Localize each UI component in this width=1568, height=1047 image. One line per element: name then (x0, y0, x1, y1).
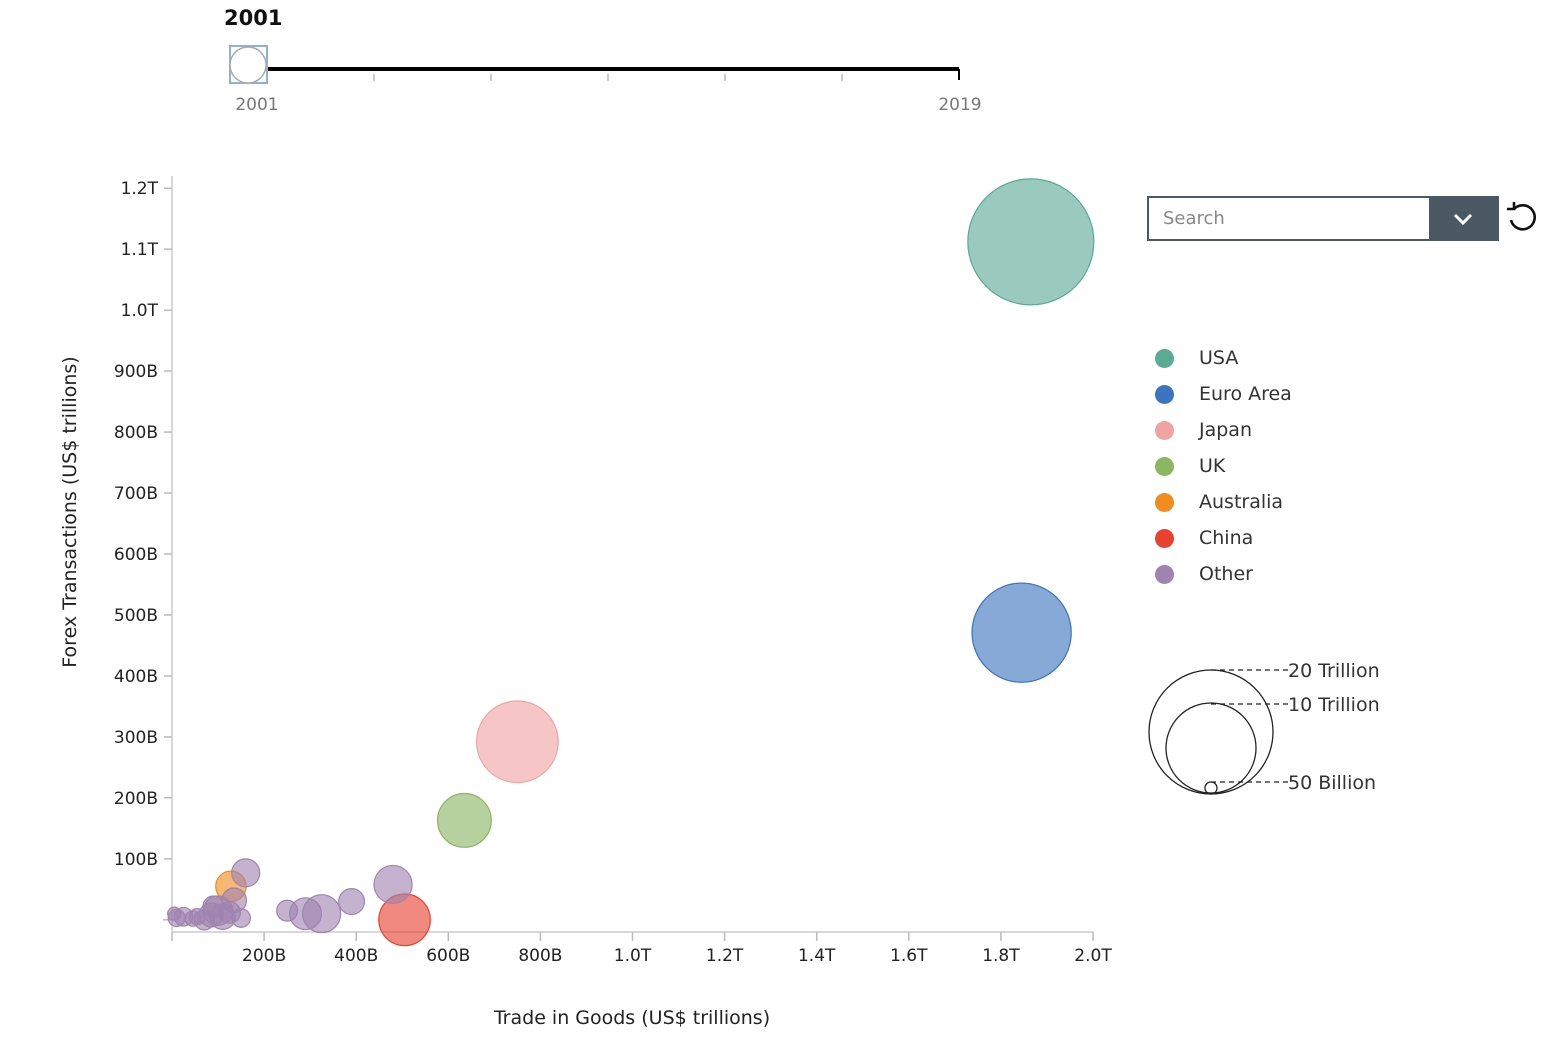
y-tick-label: 1.1T (121, 240, 159, 260)
chevron-down-icon (1453, 213, 1473, 225)
slider-max-label: 2019 (938, 95, 981, 115)
legend-label: Euro Area (1199, 383, 1292, 405)
year-slider[interactable]: 2001 2019 (0, 0, 1000, 130)
legend-dot (1155, 348, 1174, 368)
size-legend: 20 Trillion 10 Trillion 50 Billion (1148, 660, 1380, 795)
country-search (1147, 196, 1499, 241)
legend-label: UK (1199, 455, 1226, 477)
reset-icon[interactable] (1504, 200, 1540, 236)
bubble-other[interactable] (373, 864, 413, 905)
size-label-large: 20 Trillion (1288, 660, 1380, 682)
legend-dot (1155, 420, 1174, 440)
y-tick-label: 500B (114, 606, 158, 626)
y-tick-label: 1.0T (121, 301, 159, 321)
color-legend: USA Euro Area Japan UK Australia China O… (1155, 340, 1292, 592)
y-axis-title: Forex Transactions (US$ trillions) (59, 356, 81, 667)
legend-dot (1155, 492, 1174, 512)
bubble-usa[interactable] (967, 178, 1095, 306)
legend-label: Japan (1199, 419, 1252, 441)
legend-item-euro-area[interactable]: Euro Area (1155, 376, 1292, 412)
size-circle-small (1204, 781, 1218, 795)
y-tick-label: 800B (114, 423, 158, 443)
bubble-other[interactable] (167, 906, 182, 921)
legend-item-other[interactable]: Other (1155, 556, 1292, 592)
y-tick-label: 200B (114, 789, 158, 809)
y-tick-label: 700B (114, 484, 158, 504)
size-circle-medium (1165, 702, 1257, 794)
current-year-title: 2001 (224, 6, 283, 30)
bubble-euro-area[interactable] (971, 582, 1072, 683)
legend-label: China (1199, 527, 1254, 549)
slider-minor-ticks (373, 74, 843, 81)
bubble-other[interactable] (184, 910, 201, 927)
legend-item-china[interactable]: China (1155, 520, 1292, 556)
bubble-uk[interactable] (436, 792, 492, 848)
size-label-medium: 10 Trillion (1288, 694, 1380, 716)
legend-label: Other (1199, 563, 1253, 585)
y-tick-label: 600B (114, 545, 158, 565)
bubble-chart: 100B 200B 300B 400B 500B 600B 700B 800B 900B 1.0T… (59, 176, 1112, 1029)
x-axis-title: Trade in Goods (US$ trillions) (493, 1007, 770, 1029)
legend-label: USA (1199, 347, 1239, 369)
legend-item-australia[interactable]: Australia (1155, 484, 1292, 520)
x-tick-label: 600B (426, 946, 470, 966)
x-tick-label: 1.0T (614, 946, 652, 966)
size-label-small: 50 Billion (1288, 772, 1376, 794)
legend-label: Australia (1199, 491, 1284, 513)
x-axis: 200B 400B 600B 800B 1.0T 1.2T 1.4T 1.6T 1.8T 2.0T (171, 931, 1112, 966)
x-tick-label: 1.6T (890, 946, 928, 966)
legend-dot (1155, 564, 1174, 584)
legend-dot (1155, 456, 1174, 476)
x-tick-label: 400B (334, 946, 378, 966)
x-tick-label: 800B (518, 946, 562, 966)
bubble-other[interactable] (231, 858, 261, 888)
y-tick-label: 100B (114, 850, 158, 870)
bubble-other[interactable] (338, 888, 366, 916)
x-tick-label: 1.8T (982, 946, 1020, 966)
y-tick-label: 1.2T (121, 179, 159, 199)
data-points (167, 178, 1095, 947)
legend-item-uk[interactable]: UK (1155, 448, 1292, 484)
slider-min-label: 2001 (235, 95, 278, 115)
dropdown-button[interactable] (1429, 198, 1497, 239)
search-input[interactable] (1149, 198, 1429, 239)
bubble-other[interactable] (276, 899, 299, 922)
size-circle-large (1148, 669, 1274, 795)
legend-item-japan[interactable]: Japan (1155, 412, 1292, 448)
legend-item-usa[interactable]: USA (1155, 340, 1292, 376)
y-tick-label: 300B (114, 728, 158, 748)
y-tick-label: 400B (114, 667, 158, 687)
legend-dot (1155, 528, 1174, 548)
bubble-other[interactable] (231, 908, 251, 928)
y-tick-label: 900B (114, 362, 158, 382)
x-tick-label: 1.4T (798, 946, 836, 966)
slider-handle[interactable] (229, 46, 267, 84)
x-tick-label: 2.0T (1074, 946, 1112, 966)
legend-dot (1155, 384, 1174, 404)
y-axis: 100B 200B 300B 400B 500B 600B 700B 800B 900B 1.0T… (114, 176, 173, 932)
x-tick-label: 200B (242, 946, 286, 966)
bubble-japan[interactable] (475, 700, 559, 784)
x-tick-label: 1.2T (706, 946, 744, 966)
